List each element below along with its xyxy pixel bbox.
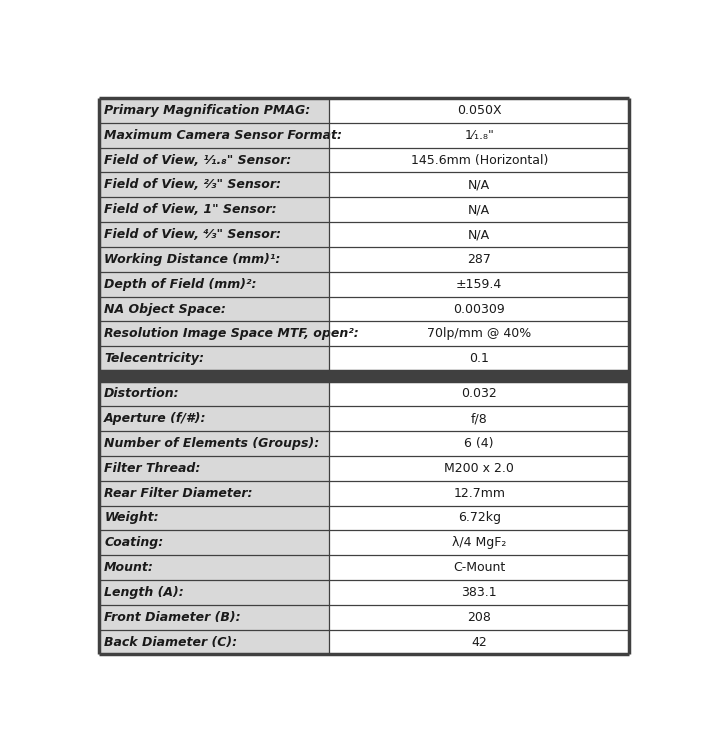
Text: Field of View, ⁴⁄₃" Sensor:: Field of View, ⁴⁄₃" Sensor: [104, 228, 281, 241]
Text: Front Diameter (B):: Front Diameter (B): [104, 611, 241, 624]
Text: 0.00309: 0.00309 [454, 302, 505, 315]
Bar [99, 555, 329, 580]
Bar [99, 123, 329, 148]
Bar [329, 456, 629, 481]
Bar [99, 381, 329, 406]
Text: Number of Elements (Groups):: Number of Elements (Groups): [104, 437, 320, 450]
Bar [99, 98, 329, 123]
Text: NA Object Space:: NA Object Space: [104, 302, 226, 315]
Bar [99, 247, 329, 272]
Bar [329, 346, 629, 371]
Text: C-Mount: C-Mount [453, 561, 506, 574]
Text: 1⁄₁.₈": 1⁄₁.₈" [464, 129, 494, 142]
Text: f/8: f/8 [471, 412, 488, 425]
Text: Filter Thread:: Filter Thread: [104, 462, 200, 475]
Text: Rear Filter Diameter:: Rear Filter Diameter: [104, 486, 253, 500]
Text: 145.6mm (Horizontal): 145.6mm (Horizontal) [410, 153, 548, 167]
Bar [329, 530, 629, 555]
Bar [99, 371, 629, 381]
Text: 12.7mm: 12.7mm [453, 486, 506, 500]
Bar [329, 580, 629, 605]
Bar [329, 321, 629, 346]
Bar [329, 605, 629, 630]
Text: Maximum Camera Sensor Format:: Maximum Camera Sensor Format: [104, 129, 342, 142]
Text: 6.72kg: 6.72kg [458, 511, 501, 524]
Text: Telecentricity:: Telecentricity: [104, 352, 204, 365]
Bar [99, 456, 329, 481]
Bar [329, 555, 629, 580]
Bar [329, 148, 629, 173]
Text: λ/4 MgF₂: λ/4 MgF₂ [452, 536, 506, 549]
Bar [99, 297, 329, 321]
Text: 287: 287 [467, 253, 491, 266]
Text: 42: 42 [471, 635, 487, 649]
Bar [329, 197, 629, 222]
Text: Coating:: Coating: [104, 536, 163, 549]
Text: N/A: N/A [468, 228, 491, 241]
Bar [329, 506, 629, 530]
Bar [329, 222, 629, 247]
Bar [99, 630, 329, 654]
Bar [99, 272, 329, 297]
Text: 0.050X: 0.050X [457, 104, 501, 117]
Text: N/A: N/A [468, 203, 491, 216]
Text: Back Diameter (C):: Back Diameter (C): [104, 635, 237, 649]
Text: 208: 208 [467, 611, 491, 624]
Bar [99, 346, 329, 371]
Bar [329, 123, 629, 148]
Text: 383.1: 383.1 [462, 586, 497, 599]
Text: Mount:: Mount: [104, 561, 154, 574]
Text: Field of View, ¹⁄₁.₈" Sensor:: Field of View, ¹⁄₁.₈" Sensor: [104, 153, 291, 167]
Text: Primary Magnification PMAG:: Primary Magnification PMAG: [104, 104, 310, 117]
Bar [99, 321, 329, 346]
Bar [99, 605, 329, 630]
Bar [99, 197, 329, 222]
Text: Field of View, ²⁄₃" Sensor:: Field of View, ²⁄₃" Sensor: [104, 178, 281, 191]
Bar [329, 173, 629, 197]
Bar [329, 481, 629, 506]
Text: Working Distance (mm)¹:: Working Distance (mm)¹: [104, 253, 280, 266]
Bar [99, 530, 329, 555]
Bar [99, 506, 329, 530]
Bar [329, 98, 629, 123]
Bar [329, 297, 629, 321]
Bar [329, 381, 629, 406]
Text: 0.1: 0.1 [469, 352, 489, 365]
Text: M200 x 2.0: M200 x 2.0 [444, 462, 514, 475]
Bar [99, 148, 329, 173]
Text: Depth of Field (mm)²:: Depth of Field (mm)²: [104, 278, 256, 291]
Bar [99, 222, 329, 247]
Text: Weight:: Weight: [104, 511, 159, 524]
Bar [329, 630, 629, 654]
Text: N/A: N/A [468, 178, 491, 191]
Text: Field of View, 1" Sensor:: Field of View, 1" Sensor: [104, 203, 277, 216]
Text: 0.032: 0.032 [462, 387, 497, 400]
Bar [329, 406, 629, 431]
Bar [99, 580, 329, 605]
Bar [99, 173, 329, 197]
Bar [329, 247, 629, 272]
Text: Length (A):: Length (A): [104, 586, 184, 599]
Bar [329, 431, 629, 456]
Text: Aperture (f/#):: Aperture (f/#): [104, 412, 207, 425]
Bar [99, 406, 329, 431]
Bar [329, 272, 629, 297]
Text: Resolution Image Space MTF, open²:: Resolution Image Space MTF, open²: [104, 327, 359, 340]
Text: 70lp/mm @ 40%: 70lp/mm @ 40% [427, 327, 531, 340]
Bar [99, 481, 329, 506]
Bar [99, 431, 329, 456]
Text: ±159.4: ±159.4 [456, 278, 503, 291]
Text: Distortion:: Distortion: [104, 387, 180, 400]
Text: 6 (4): 6 (4) [464, 437, 494, 450]
